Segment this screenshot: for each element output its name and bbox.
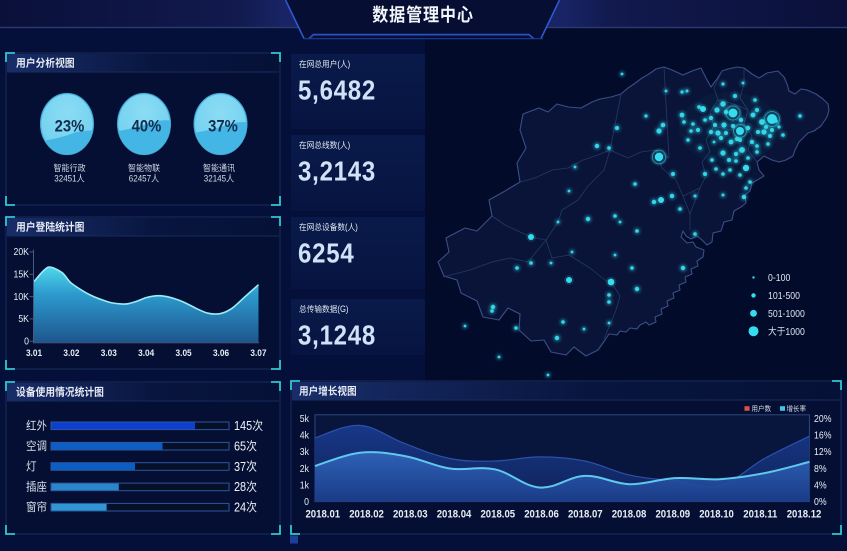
svg-text:(: ( bbox=[337, 141, 340, 151]
svg-text:2018.08: 2018.08 bbox=[612, 509, 647, 521]
svg-text:0: 0 bbox=[24, 336, 29, 347]
svg-text:2018.05: 2018.05 bbox=[480, 509, 515, 521]
svg-text:5K: 5K bbox=[18, 314, 29, 325]
svg-text:2018.09: 2018.09 bbox=[655, 509, 690, 521]
svg-text:4%: 4% bbox=[814, 480, 827, 491]
svg-text:4k: 4k bbox=[300, 430, 309, 441]
svg-text:501-1000: 501-1000 bbox=[768, 308, 805, 319]
svg-text:0: 0 bbox=[304, 496, 309, 507]
svg-text:32451: 32451 bbox=[54, 173, 76, 184]
svg-text:3.03: 3.03 bbox=[101, 347, 117, 358]
svg-text:3.02: 3.02 bbox=[63, 347, 79, 358]
svg-text:32145: 32145 bbox=[204, 173, 226, 184]
svg-text:3,1248: 3,1248 bbox=[298, 321, 376, 351]
svg-text:37: 37 bbox=[234, 460, 246, 474]
svg-text:145: 145 bbox=[234, 419, 253, 433]
svg-text:(: ( bbox=[345, 223, 348, 233]
svg-text:2018.12: 2018.12 bbox=[787, 509, 822, 521]
svg-text:2018.11: 2018.11 bbox=[743, 509, 777, 521]
svg-text:101-500: 101-500 bbox=[768, 290, 800, 301]
svg-text:0%: 0% bbox=[814, 496, 827, 507]
svg-text:3.05: 3.05 bbox=[176, 347, 192, 358]
svg-text:3.06: 3.06 bbox=[213, 347, 229, 358]
svg-text:8%: 8% bbox=[814, 463, 827, 474]
svg-text:15K: 15K bbox=[13, 269, 29, 280]
svg-text:3.07: 3.07 bbox=[250, 347, 266, 358]
svg-text:(: ( bbox=[337, 60, 340, 70]
svg-text:65: 65 bbox=[234, 440, 247, 454]
svg-text:2018.07: 2018.07 bbox=[568, 509, 603, 521]
svg-text:1k: 1k bbox=[300, 480, 309, 491]
svg-text:): ) bbox=[348, 60, 351, 70]
svg-text:2018.04: 2018.04 bbox=[437, 509, 472, 521]
svg-text:3k: 3k bbox=[300, 447, 309, 458]
svg-text:28: 28 bbox=[234, 481, 247, 495]
svg-text:0-100: 0-100 bbox=[768, 273, 790, 284]
svg-text:12%: 12% bbox=[814, 447, 831, 458]
svg-text:62457: 62457 bbox=[129, 173, 151, 184]
svg-text:1000: 1000 bbox=[785, 326, 804, 337]
svg-text:3.04: 3.04 bbox=[138, 347, 154, 358]
svg-text:37%: 37% bbox=[208, 118, 238, 136]
svg-text:23%: 23% bbox=[55, 118, 85, 136]
svg-text:2018.10: 2018.10 bbox=[699, 509, 734, 521]
svg-text:2018.02: 2018.02 bbox=[349, 509, 384, 521]
svg-text:2k: 2k bbox=[300, 463, 309, 474]
svg-text:): ) bbox=[355, 223, 358, 233]
svg-text:10K: 10K bbox=[13, 291, 29, 302]
svg-text:6254: 6254 bbox=[298, 239, 354, 269]
svg-text:2018.01: 2018.01 bbox=[305, 509, 340, 521]
svg-text:16%: 16% bbox=[814, 430, 831, 441]
svg-text:20%: 20% bbox=[814, 414, 831, 425]
svg-text:24: 24 bbox=[234, 501, 247, 515]
svg-text:3,2143: 3,2143 bbox=[298, 157, 376, 187]
svg-text:2018.06: 2018.06 bbox=[524, 509, 559, 521]
svg-text:5,6482: 5,6482 bbox=[298, 76, 376, 106]
svg-text:5k: 5k bbox=[300, 414, 309, 425]
svg-text:): ) bbox=[348, 141, 351, 151]
svg-text:(G): (G) bbox=[337, 305, 348, 315]
svg-text:40%: 40% bbox=[132, 118, 162, 136]
svg-text:20K: 20K bbox=[13, 247, 29, 258]
svg-text:3.01: 3.01 bbox=[26, 347, 42, 358]
svg-text:2018.03: 2018.03 bbox=[393, 509, 428, 521]
